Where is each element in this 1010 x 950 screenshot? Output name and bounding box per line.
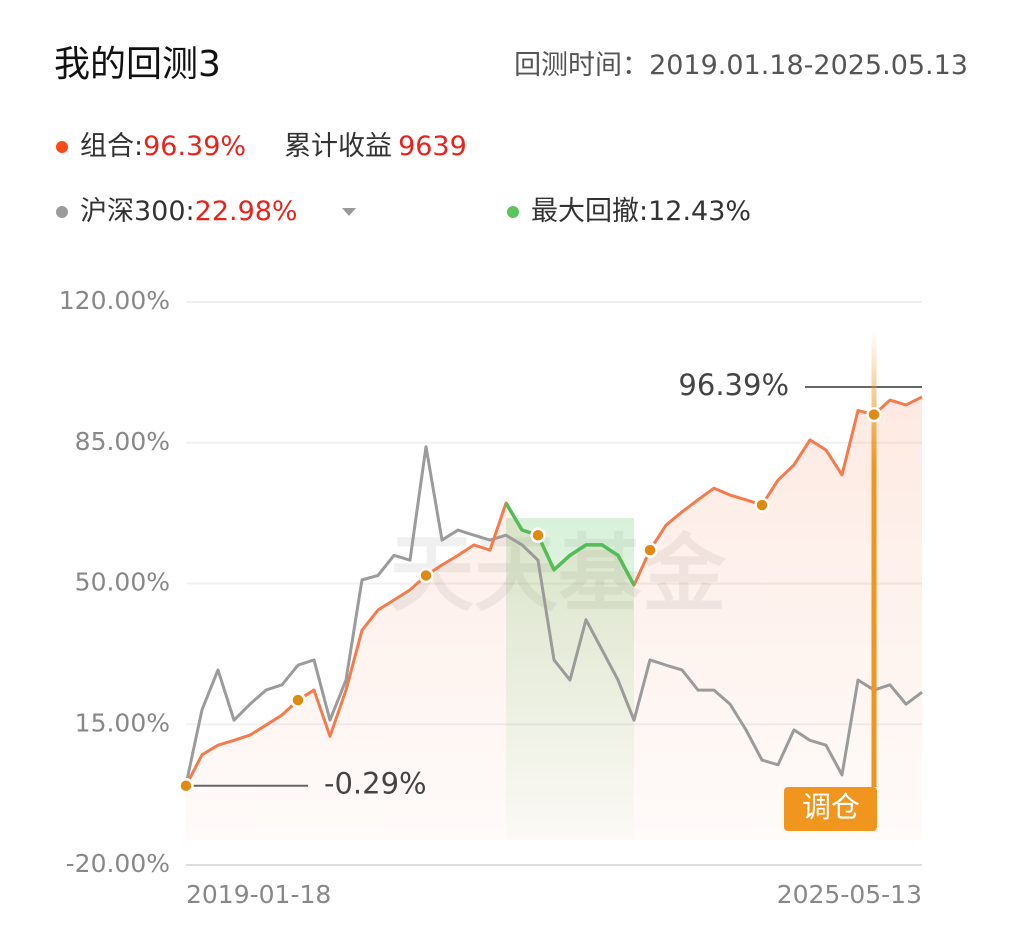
legend-dot [507, 206, 519, 218]
dropdown-arrow[interactable] [342, 208, 356, 216]
rebalance-badge [784, 787, 877, 831]
y-tick-label: 120.00% [59, 286, 170, 315]
rebalance-line [871, 330, 877, 787]
period-value: 2019.01.18-2025.05.13 [649, 50, 968, 81]
legend-row: 沪深300:22.98% [80, 196, 298, 227]
drawdown-label: 最大回撤: [531, 196, 648, 227]
value-label: 96.39% [678, 368, 789, 402]
legend-name: 组合: [80, 131, 143, 162]
drawdown-line [504, 502, 636, 586]
period: 回测时间：2019.01.18-2025.05.13 [514, 50, 968, 81]
title: 我的回测3 [54, 44, 221, 85]
drawdown-legend: 最大回撤:12.43% [531, 196, 751, 227]
y-tick-label: 85.00% [75, 427, 170, 456]
legend-row: 组合:96.39% 累计收益 9639 [80, 131, 467, 162]
y-tick-label: 15.00% [75, 708, 170, 737]
y-tick-label: 50.00% [75, 568, 170, 597]
rebalance-dot [290, 692, 306, 708]
legend-dot [56, 206, 68, 218]
x-tick-label: 2025-05-13 [777, 880, 922, 909]
rebalance-dot [178, 777, 194, 794]
rebalance-label: 调仓 [802, 790, 860, 824]
value-label: -0.29% [324, 767, 427, 801]
legend-name: 沪深300: [80, 196, 195, 227]
y-tick-label: -20.00% [66, 849, 170, 878]
series-line [184, 445, 923, 785]
x-tick-label: 2019-01-18 [186, 880, 331, 909]
period-label: 回测时间： [514, 50, 649, 81]
cumulative-value: 9639 [398, 131, 467, 162]
legend-value: 22.98% [195, 196, 298, 227]
rebalance-dot [642, 542, 658, 558]
rebalance-dot [418, 567, 434, 584]
legend-value: 96.39% [143, 131, 246, 162]
rebalance-dot [530, 527, 546, 543]
cumulative-label: 累计收益 [284, 131, 392, 162]
drawdown-value: 12.43% [648, 196, 751, 227]
legend-dot [56, 141, 68, 153]
rebalance-dot [754, 497, 770, 513]
rebalance-dot [866, 406, 882, 423]
plot: -20.00% 15.00% 50.00% 85.00% 120.00% 2019-01-… [59, 286, 923, 909]
